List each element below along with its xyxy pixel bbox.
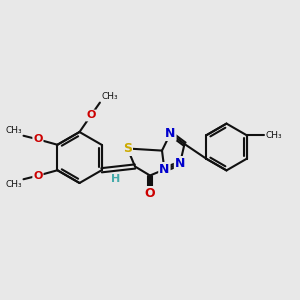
Text: S: S [123, 142, 132, 155]
Text: CH₃: CH₃ [101, 92, 118, 101]
Text: H: H [111, 174, 120, 184]
Text: CH₃: CH₃ [6, 181, 22, 190]
Text: O: O [145, 187, 155, 200]
Text: O: O [33, 134, 43, 144]
Text: N: N [165, 127, 176, 140]
Text: CH₃: CH₃ [6, 125, 22, 134]
Text: N: N [159, 163, 170, 176]
Text: CH₃: CH₃ [266, 131, 282, 140]
Text: N: N [175, 157, 185, 170]
Text: O: O [33, 171, 43, 181]
Text: O: O [86, 110, 96, 121]
